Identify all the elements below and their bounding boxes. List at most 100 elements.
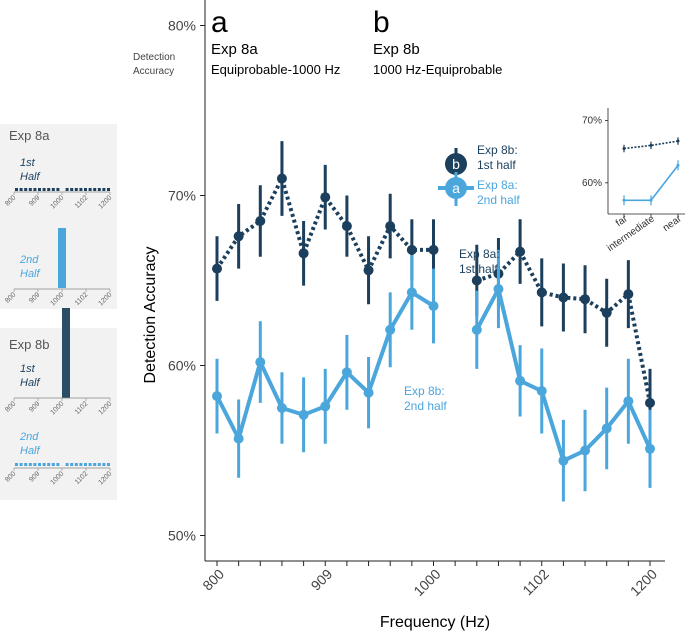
distribution-dot [24,463,28,466]
second-half-label-line1: 2nd [19,254,39,266]
data-point [385,221,396,232]
side-panel-exp8a: Exp 8a 1st Half 800 909 1000 1102 1200 2nd H… [0,124,117,309]
panel-a-header: a Exp 8a Equiprobable-1000 Hz [211,6,340,77]
distribution-dot [28,188,32,191]
inset-data-point [622,147,626,151]
distribution-dot [70,463,74,466]
distribution-dot [28,463,32,466]
series-line [215,173,434,275]
data-point [580,294,591,305]
distribution-dot [107,188,110,191]
distribution-dot [56,463,60,466]
x-tick-label: 1200 [627,566,660,599]
data-point [515,375,526,386]
legend-light-label-line2: 2nd half [477,193,520,207]
annotation-8b-2nd-line1: Exp 8b: [404,384,445,398]
data-point [580,445,591,456]
data-point [363,265,374,276]
series-layer [212,141,655,502]
data-point [623,396,634,407]
distribution-dot [97,463,101,466]
distribution-dot [47,188,51,191]
inset-x-tick-label: near [661,213,684,234]
distribution-dot [79,463,83,466]
data-point [558,292,569,303]
corner-label-line2: Accuracy [133,66,174,77]
legend-dark-badge: b [452,156,460,172]
data-point [276,403,287,413]
data-point [428,244,439,255]
panel-b-subtitle: 1000 Hz-Equiprobable [373,62,502,77]
distribution-dot [19,463,23,466]
distribution-dot [102,188,106,191]
inset-data-point [649,143,653,147]
distribution-dot [38,463,41,466]
corner-label-line1: Detection [133,52,175,63]
distribution-dot [93,463,97,466]
distribution-dot [74,463,78,466]
x-tick-label: 1000 [410,566,443,599]
data-point [341,367,352,378]
data-point [406,244,417,255]
side-panel-title: Exp 8b [9,337,49,352]
distribution-dot [84,463,87,466]
legend-dark-marker [445,153,467,175]
data-point [320,401,331,412]
y-tick-label: 60% [168,358,196,374]
legend-light-marker [445,177,467,199]
legend-dark-label-line1: Exp 8b: [477,143,518,157]
y-tick-label: 70% [168,188,196,204]
data-point [471,324,482,335]
inset-data-point [676,139,680,143]
second-half-distribution [15,463,110,466]
inset-data-point [649,198,653,202]
inset-series-line [624,164,679,202]
data-point [406,287,417,298]
distribution-dot [65,188,69,191]
x-axis-ticks: 800 909 1000 1102 1200 [199,561,660,599]
distribution-dot [70,188,74,191]
distribution-dot [93,188,97,191]
distribution-dot [56,188,60,191]
distribution-dot [33,188,37,191]
distribution-dot [88,188,92,191]
first-half-label-line2: Half [20,377,41,389]
legend-light-badge: a [452,180,460,196]
inset-data-point [676,163,680,167]
data-point [645,397,655,408]
distribution-dot [42,463,46,466]
distribution-dot [19,188,23,191]
data-point [493,284,504,294]
data-point [536,386,547,396]
x-tick-label: 1102 [519,566,552,599]
data-point [601,307,612,318]
distribution-dot [97,188,101,191]
data-point [428,301,439,311]
series-light [212,249,655,502]
data-point [212,391,222,402]
inset-x-tick-label: far [614,213,630,229]
distribution-dot [15,188,18,191]
data-point [471,275,482,286]
y-axis-title: Detection Accuracy [142,247,159,384]
first-half-label-line1: 1st [20,363,36,375]
data-point [515,246,526,257]
first-half-label-line2: Half [20,171,41,183]
data-point [341,221,352,232]
distribution-dot [38,188,41,191]
second-half-distribution-bar [58,228,66,288]
inset-data-point [622,198,626,202]
data-point [645,443,655,454]
y-axis-ticks: 50% 60% 70% 80% [168,18,205,544]
data-point [255,357,266,368]
annotation-8b-2nd-line2: 2nd half [404,399,447,413]
distribution-dot [102,463,106,466]
distribution-dot [15,463,18,466]
second-half-label-line2: Half [20,268,41,280]
data-point [298,409,309,420]
second-half-label-line2: Half [20,445,41,457]
second-half-label-line1: 2nd [19,431,39,443]
panel-letter-a: a [211,6,228,39]
